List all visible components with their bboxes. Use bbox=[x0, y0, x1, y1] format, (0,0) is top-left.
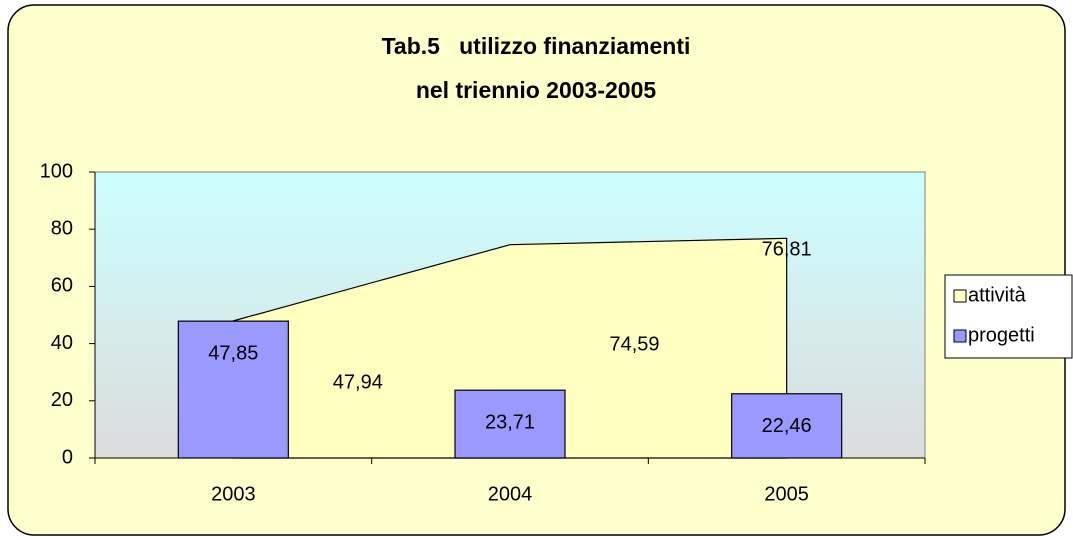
y-tick-label: 0 bbox=[62, 446, 73, 468]
x-tick-label: 2004 bbox=[488, 483, 533, 505]
legend-swatch bbox=[953, 289, 967, 303]
y-tick-label: 80 bbox=[51, 217, 73, 239]
legend-label: progetti bbox=[968, 324, 1035, 346]
data-label: 47,94 bbox=[333, 372, 383, 394]
data-label: 22,46 bbox=[762, 415, 812, 437]
legend-label: attività bbox=[968, 284, 1027, 306]
bar bbox=[177, 320, 289, 459]
legend bbox=[944, 274, 1073, 359]
data-label: 47,85 bbox=[208, 342, 258, 364]
chart-title: nel triennio 2003-2005 bbox=[416, 77, 657, 103]
legend-swatch bbox=[953, 329, 967, 343]
x-tick-label: 2005 bbox=[764, 483, 809, 505]
y-tick-label: 40 bbox=[51, 332, 73, 354]
y-tick-label: 100 bbox=[40, 160, 73, 182]
y-tick-label: 60 bbox=[51, 275, 73, 297]
data-label: 23,71 bbox=[485, 411, 535, 433]
y-tick-label: 20 bbox=[51, 389, 73, 411]
x-tick-label: 2003 bbox=[211, 483, 256, 505]
chart-title: Tab.5 utilizzo finanziamenti bbox=[382, 33, 691, 59]
data-label: 74,59 bbox=[609, 334, 659, 356]
data-label: 76,81 bbox=[762, 239, 812, 261]
